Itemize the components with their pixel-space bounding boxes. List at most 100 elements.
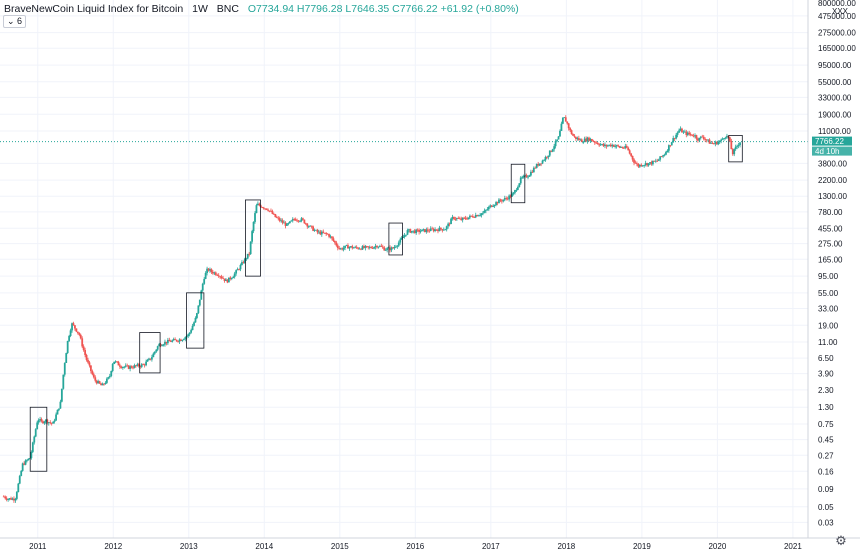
candle-body	[599, 144, 602, 146]
symbol-name[interactable]: BraveNewCoin Liquid Index for Bitcoin	[4, 3, 184, 15]
candle-body	[313, 230, 316, 231]
candle-body	[663, 154, 666, 156]
candle-body	[614, 146, 617, 147]
candle-body	[595, 142, 598, 144]
candle-body	[91, 371, 94, 375]
candle-body	[348, 247, 351, 249]
candle-body	[496, 202, 499, 204]
candle-body	[547, 155, 550, 158]
y-tick-label: 0.45	[818, 436, 834, 445]
candle-body	[694, 135, 696, 137]
candle-body	[181, 339, 184, 341]
candle-body	[601, 144, 603, 145]
candle-body	[104, 382, 107, 385]
candle-body	[152, 353, 155, 358]
candle-body	[649, 162, 651, 164]
candle-body	[654, 160, 657, 162]
candle-body	[129, 366, 132, 369]
candle-body	[730, 140, 733, 150]
candle-body	[528, 175, 531, 177]
y-tick-label: 275.00	[818, 240, 843, 249]
candle-body	[714, 141, 717, 144]
candle-body	[193, 322, 195, 326]
candle-body	[95, 380, 98, 384]
candle-body	[63, 362, 66, 375]
candle-body	[307, 226, 310, 228]
candle-body	[485, 209, 487, 211]
candle-body	[107, 377, 110, 379]
indicators-toggle[interactable]: ⌄ 6	[3, 15, 27, 28]
price-axis[interactable]: 475000.00 275000.00 165000.00 95000.00 55000…	[818, 12, 856, 527]
candle-body	[576, 138, 579, 139]
candle-body	[454, 219, 457, 220]
candle-body	[400, 237, 403, 240]
x-tick-label: 2017	[482, 542, 500, 551]
candle-body	[149, 358, 152, 360]
last-price-value: 7766.22	[815, 137, 844, 146]
candle-body	[198, 299, 201, 306]
candle-body	[69, 330, 72, 337]
candle-body	[567, 123, 570, 129]
candle-body	[223, 278, 226, 281]
candle-body	[726, 135, 728, 138]
candle-body	[88, 362, 91, 366]
candle-body	[675, 134, 678, 139]
candle-body	[323, 232, 326, 234]
y-tick-label: 6.50	[818, 354, 834, 363]
candle-body	[84, 350, 86, 355]
candle-body	[686, 132, 689, 135]
candle-body	[708, 139, 711, 144]
candle-body	[108, 376, 111, 378]
interval-label[interactable]: 1W	[192, 3, 208, 15]
candle-body	[30, 451, 33, 459]
candle-body	[201, 283, 204, 291]
candle-body	[171, 340, 174, 342]
candle-body	[361, 246, 364, 250]
candle-body	[257, 203, 259, 206]
candle-body	[461, 217, 464, 221]
y-tick-label: 19000.00	[818, 110, 852, 119]
candle-body	[291, 219, 294, 221]
y-tick-label: 2200.00	[818, 176, 847, 185]
candle-body	[737, 145, 740, 146]
exchange-label: BNC	[216, 3, 239, 15]
candle-body	[210, 269, 213, 272]
candle-body	[347, 245, 349, 249]
x-tick-label: 2018	[557, 542, 575, 551]
candle-body	[235, 270, 238, 274]
candle-body	[213, 272, 216, 274]
time-axis[interactable]: 2011 2012 2013 2014 2015 2016 2017 2018 2019 2020…	[29, 542, 802, 551]
candle-body	[527, 176, 529, 178]
candle-body	[435, 229, 438, 231]
candle-body	[20, 470, 23, 476]
y-tick-label: 165.00	[818, 255, 843, 264]
candle-body	[50, 422, 53, 424]
candle-body	[352, 247, 355, 249]
candle-body	[505, 198, 508, 199]
annotation-box	[388, 222, 403, 256]
candle-body	[268, 210, 271, 212]
candle-body	[188, 332, 191, 335]
candle-body	[381, 246, 384, 248]
y-tick-label: 3.90	[818, 370, 834, 379]
y-tick-label: 11.00	[818, 338, 838, 347]
candle-body	[4, 496, 7, 499]
candle-body	[608, 144, 611, 146]
x-tick-label: 2014	[255, 542, 273, 551]
candle-body	[548, 150, 551, 156]
candle-body	[226, 279, 229, 283]
candle-body	[216, 274, 219, 276]
candle-body	[474, 215, 477, 218]
settings-gear-icon[interactable]: ⚙	[835, 533, 847, 548]
candle-body	[704, 139, 707, 140]
y-tick-label: 2.30	[818, 386, 834, 395]
candle-body	[679, 128, 682, 131]
candle-body	[466, 218, 468, 220]
candle-body	[322, 231, 325, 233]
candle-body	[267, 209, 269, 211]
candle-body	[509, 195, 512, 197]
candle-body	[135, 365, 137, 367]
candle-body	[617, 145, 619, 147]
candle-body	[294, 219, 297, 221]
